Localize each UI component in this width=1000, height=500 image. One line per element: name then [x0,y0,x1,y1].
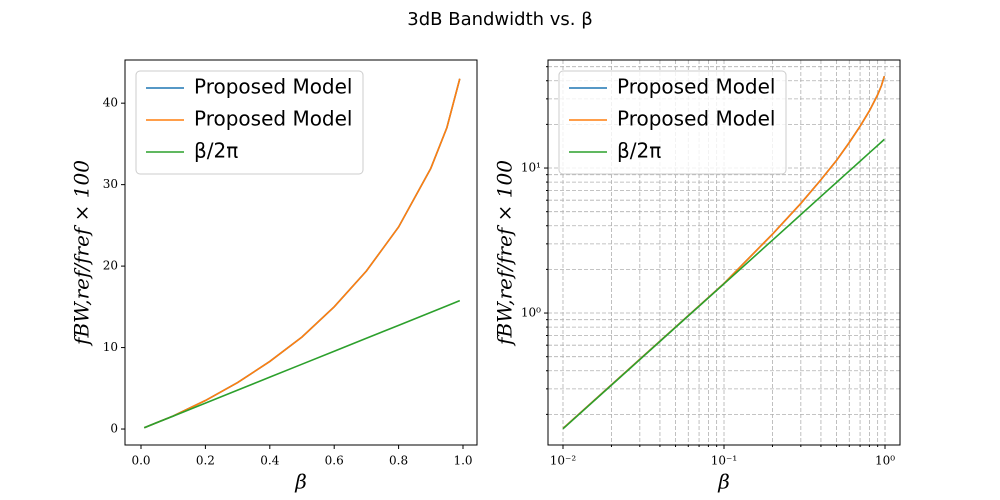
x-tick-label: 0.4 [260,454,279,468]
y-axis-label: fBW,ref/fref × 100 [493,160,517,347]
x-tick-label: 10⁻¹ [711,454,737,468]
x-tick-label: 1.0 [453,454,472,468]
x-tick-label: 0.0 [131,454,150,468]
legend-label: β/2π [617,139,661,163]
legend-label: Proposed Model [617,75,776,99]
legend-label: Proposed Model [194,107,353,131]
legend-box [135,70,364,175]
x-axis-label: β [294,470,307,494]
y-tick-label: 10⁰ [521,306,541,320]
series-line [562,138,885,430]
y-tick-label: 10 [103,340,118,354]
y-tick-label: 10¹ [521,161,541,175]
x-tick-label: 0.6 [325,454,344,468]
legend-label: Proposed Model [194,75,353,99]
y-tick-label: 20 [103,259,118,273]
x-tick-label: 10⁰ [875,454,895,468]
x-tick-label: 0.8 [389,454,408,468]
axes-frame [124,59,478,446]
x-tick-label: 10⁻² [550,454,577,468]
legend-box [558,70,787,175]
legend-label: β/2π [194,139,238,163]
y-tick-label: 40 [103,96,118,110]
legend-label: Proposed Model [617,107,776,131]
figure-title: 3dB Bandwidth vs. β [407,9,592,30]
x-tick-label: 0.2 [196,454,215,468]
y-tick-label: 30 [103,177,118,191]
y-axis-label: fBW,ref/fref × 100 [70,160,94,347]
y-tick-label: 0 [110,422,118,436]
series-line [143,299,461,429]
x-axis-label: β [717,470,730,494]
axes-frame [547,59,901,446]
